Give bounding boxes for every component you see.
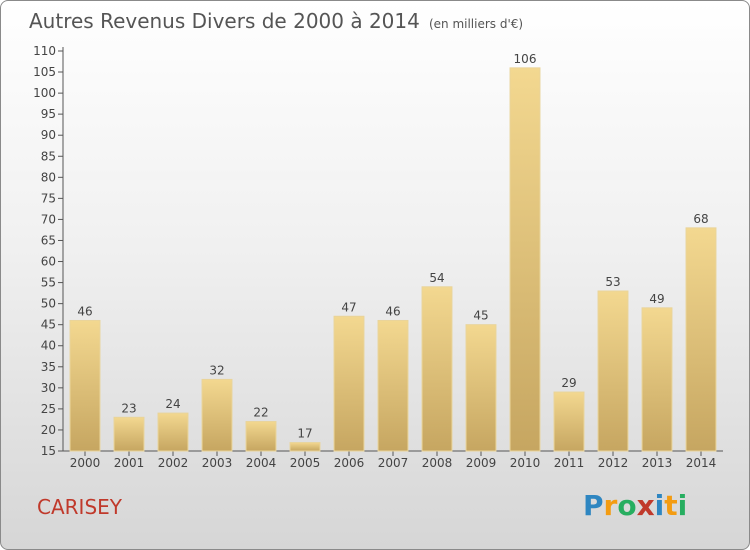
data-label: 29: [561, 376, 576, 390]
y-tick-label: 75: [41, 191, 56, 205]
x-tick-label: 2006: [334, 456, 365, 470]
y-tick-label: 50: [41, 297, 56, 311]
x-tick-label: 2010: [510, 456, 541, 470]
bars: [69, 67, 717, 452]
bar-2008: [421, 286, 453, 452]
logo-letter: i: [654, 489, 665, 522]
data-label: 46: [77, 304, 92, 318]
data-labels: 46 23 24 32 22 17 47 46 54 45 106 29 53 49 68: [77, 52, 708, 441]
y-tick-label: 85: [41, 149, 56, 163]
y-tick-label: 40: [41, 339, 56, 353]
data-label: 49: [649, 292, 664, 306]
y-tick-label: 15: [41, 444, 56, 458]
title-subtitle: (en milliers d'€): [428, 17, 524, 31]
bar-2006: [333, 315, 365, 452]
proxiti-logo: Proxiti: [583, 489, 687, 522]
x-tick-label: 2012: [598, 456, 629, 470]
y-tick-label: 20: [41, 423, 56, 437]
data-label: 47: [341, 300, 356, 314]
y-tick-label: 45: [41, 318, 56, 332]
y-tick-label: 100: [33, 86, 56, 100]
logo-letter: r: [603, 489, 618, 522]
y-tick-label: 25: [41, 402, 56, 416]
data-label: 45: [473, 309, 488, 323]
data-label: 68: [693, 212, 708, 226]
x-tick-label: 2002: [158, 456, 189, 470]
y-tick-label: 70: [41, 212, 56, 226]
bar-2005: [289, 442, 321, 452]
x-tick-label: 2000: [70, 456, 101, 470]
title-main: Autres Revenus Divers de 2000 à 2014: [29, 9, 420, 33]
bar-2013: [641, 307, 673, 452]
y-tick-label: 65: [41, 233, 56, 247]
bar-2014: [685, 227, 717, 452]
x-tick-label: 2014: [686, 456, 717, 470]
y-tick-label: 80: [41, 170, 56, 184]
y-tick-label: 30: [41, 381, 56, 395]
bar-2001: [113, 416, 145, 452]
bar-2009: [465, 324, 497, 452]
bar-2011: [553, 391, 585, 452]
logo-letter: x: [636, 489, 655, 522]
data-label: 23: [121, 401, 136, 415]
x-tick-label: 2009: [466, 456, 497, 470]
bar-2003: [201, 378, 233, 452]
x-tick-label: 2004: [246, 456, 277, 470]
data-label: 54: [429, 271, 444, 285]
logo-letter: t: [664, 489, 678, 522]
y-tick-label: 105: [33, 65, 56, 79]
y-tick-label: 90: [41, 128, 56, 142]
data-label: 22: [253, 406, 268, 420]
bar-2010: [509, 67, 541, 452]
data-label: 17: [297, 427, 312, 441]
data-label: 24: [165, 397, 180, 411]
x-tick-label: 2011: [554, 456, 585, 470]
data-label: 32: [209, 363, 224, 377]
data-label: 46: [385, 304, 400, 318]
y-tick-label: 60: [41, 255, 56, 269]
y-tick-label: 95: [41, 107, 56, 121]
commune-name: CARISEY: [37, 495, 122, 519]
logo-letter: i: [677, 489, 688, 522]
chart-title: Autres Revenus Divers de 2000 à 2014 (en…: [29, 9, 523, 33]
bar-2012: [597, 290, 629, 452]
x-tick-label: 2003: [202, 456, 233, 470]
bar-2007: [377, 319, 409, 452]
x-tick-label: 2007: [378, 456, 409, 470]
bar-2000: [69, 319, 101, 452]
x-tick-label: 2008: [422, 456, 453, 470]
bar-2002: [157, 412, 189, 452]
axes: 15 20 25 30 35 40 45 50 55 60 65 70 75 80 85 90 95 100 105…: [33, 44, 723, 470]
data-label: 53: [605, 275, 620, 289]
x-tick-label: 2013: [642, 456, 673, 470]
logo-letter: P: [583, 489, 604, 522]
bar-2004: [245, 421, 277, 452]
y-tick-label: 110: [33, 44, 56, 58]
y-tick-label: 55: [41, 276, 56, 290]
x-tick-label: 2001: [114, 456, 145, 470]
logo-letter: o: [617, 489, 637, 522]
y-tick-label: 35: [41, 360, 56, 374]
data-label: 106: [514, 52, 537, 66]
x-tick-label: 2005: [290, 456, 321, 470]
